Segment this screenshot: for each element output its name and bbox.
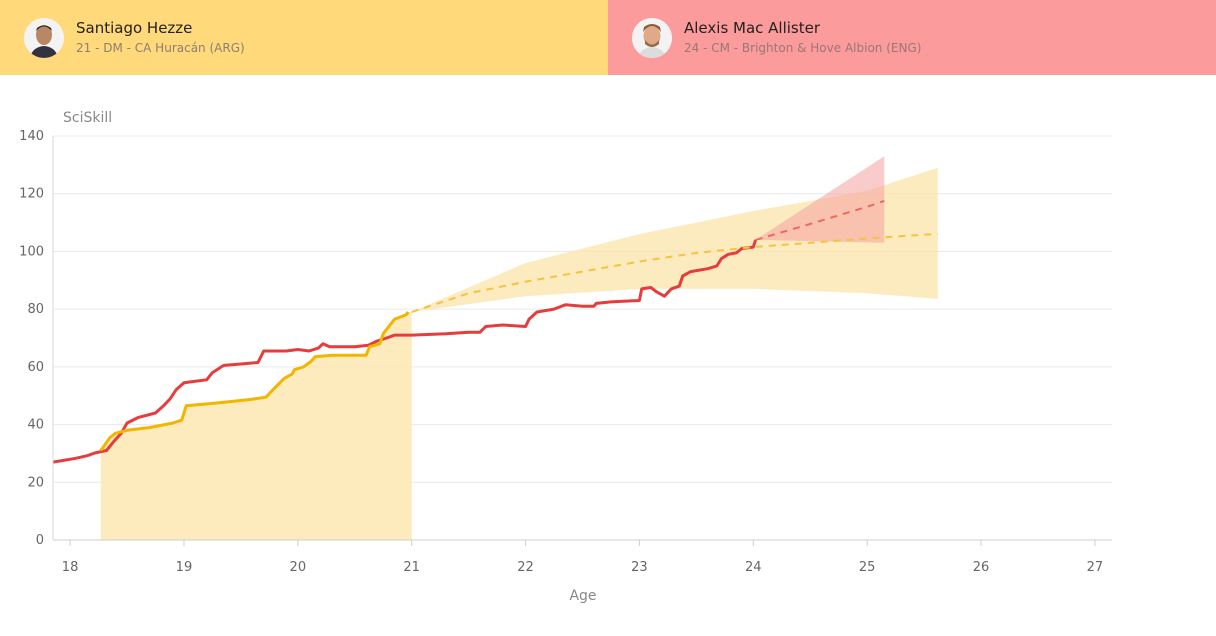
player-name: Santiago Hezze: [76, 18, 193, 37]
player-avatar: [24, 17, 64, 58]
projection-line-alexis-mac-allister: [755, 199, 885, 241]
x-axis-title: Age: [569, 588, 596, 604]
x-tick-label: 24: [745, 560, 762, 575]
x-tick-label: 20: [290, 560, 307, 575]
x-tick-label: 27: [1087, 560, 1104, 575]
x-tick-label: 22: [517, 560, 534, 575]
player-photo-icon: [632, 17, 672, 58]
y-tick-label: 140: [19, 129, 44, 144]
player-meta: 24 - CM - Brighton & Hove Albion (ENG): [684, 40, 922, 55]
y-tick-label: 120: [19, 187, 44, 202]
x-tick-label: 21: [403, 560, 420, 575]
history-line-alexis-mac-allister: [52, 239, 758, 464]
y-tick-label: 40: [27, 418, 44, 433]
player-card-santiago-hezze[interactable]: Santiago Hezze 21 - DM - CA Huracán (ARG…: [0, 0, 608, 75]
x-tick-label: 23: [631, 560, 648, 575]
y-tick-label: 60: [27, 360, 44, 375]
axes: 0 20 40 60 80 100 120 140 18 19 20 21 22 23 24 25 26 27: [19, 129, 1112, 575]
player-meta: 21 - DM - CA Huracán (ARG): [76, 40, 245, 55]
player-photo-icon: [24, 17, 64, 58]
x-tick-label: 25: [859, 560, 876, 575]
player-header: Santiago Hezze 21 - DM - CA Huracán (ARG…: [0, 0, 1216, 75]
x-tick-label: 26: [973, 560, 990, 575]
y-tick-label: 20: [27, 475, 44, 490]
projection-band-santiago-hezze: [411, 167, 938, 312]
x-tick-label: 19: [176, 560, 193, 575]
player-avatar: [632, 17, 672, 58]
player-card-alexis-mac-allister[interactable]: Alexis Mac Allister 24 - CM - Brighton &…: [608, 0, 1216, 75]
y-tick-label: 80: [27, 302, 44, 317]
projection-bands: [100, 156, 938, 540]
history-line-santiago-hezze: [99, 311, 410, 452]
series-lines: [52, 199, 938, 464]
projection-band-alexis-mac-allister: [755, 156, 885, 243]
y-tick-label: 0: [36, 533, 44, 548]
sciskill-chart: 0 20 40 60 80 100 120 140 18 19 20 21 22 23 24 25 26 27 S…: [19, 110, 1112, 604]
y-tick-label: 100: [19, 244, 44, 259]
projection-line-santiago-hezze: [411, 233, 938, 313]
x-tick-label: 18: [62, 560, 79, 575]
y-axis-title: SciSkill: [63, 110, 112, 126]
player-name: Alexis Mac Allister: [684, 18, 821, 37]
history-area-santiago-hezze: [100, 312, 412, 540]
